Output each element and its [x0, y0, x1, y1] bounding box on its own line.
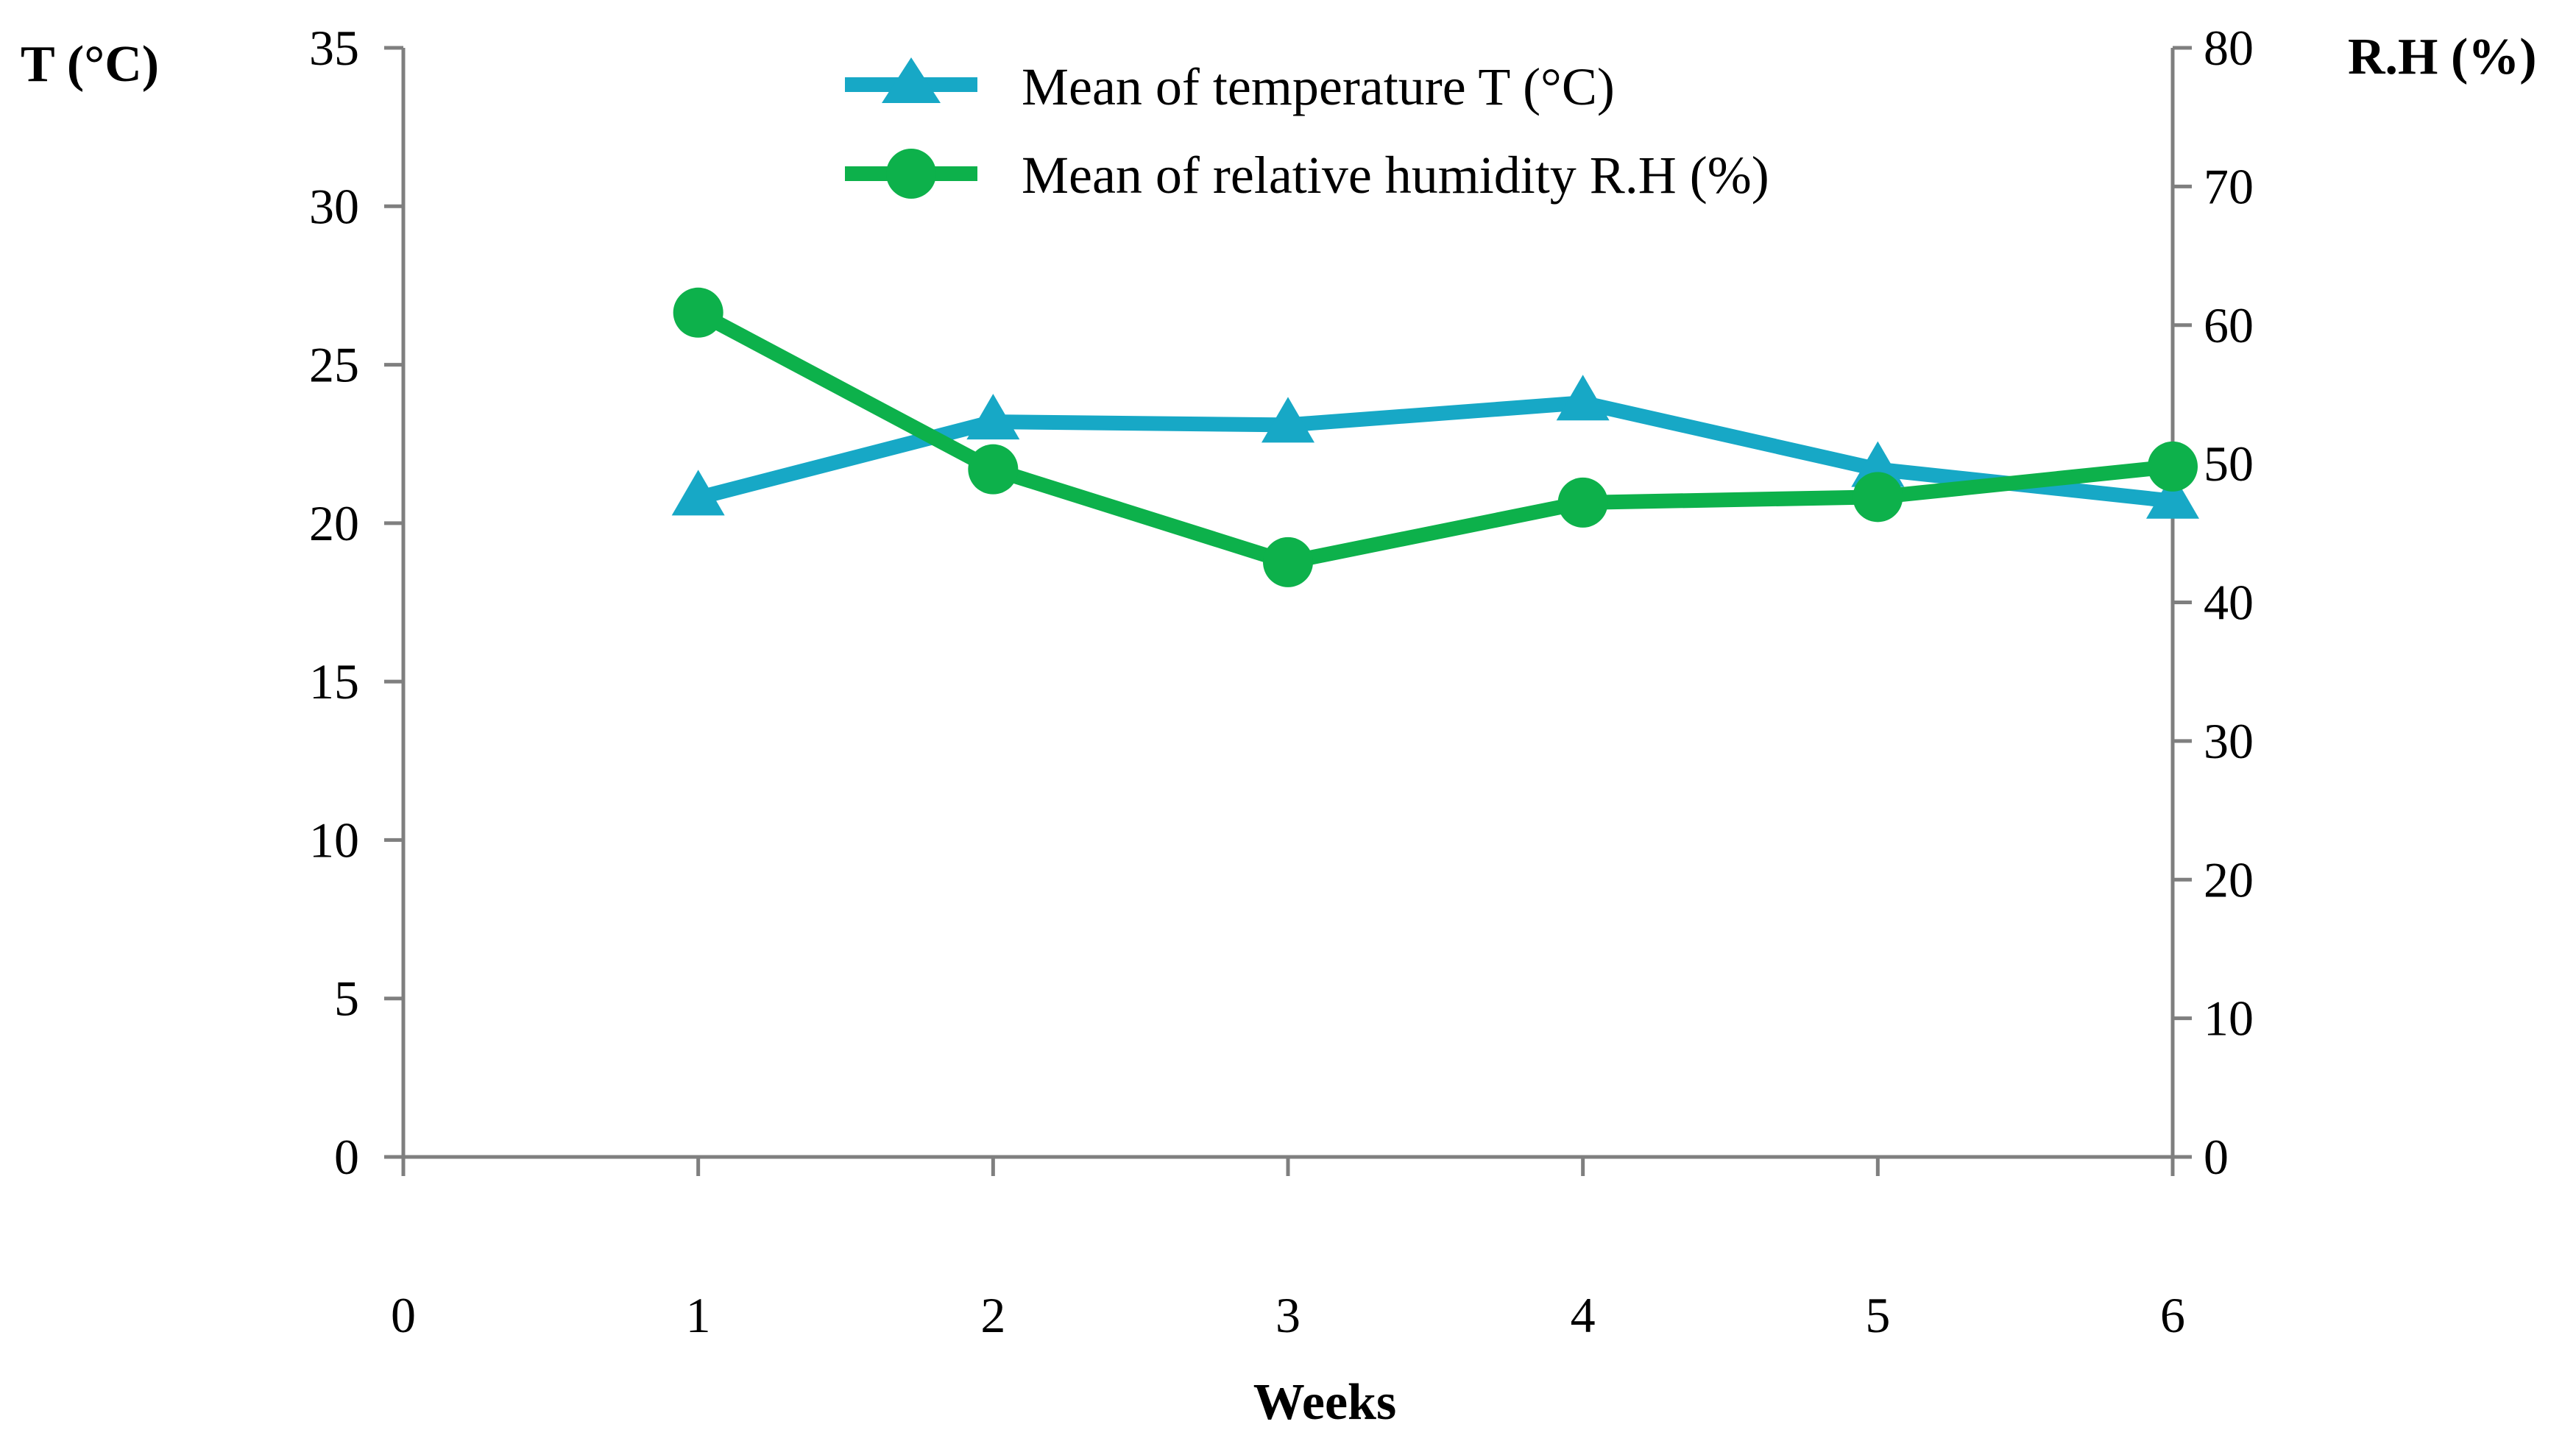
x-tick-label: 0: [391, 1287, 416, 1343]
y-left-tick-label: 30: [309, 178, 359, 234]
data-point-humidity: [2148, 441, 2198, 492]
data-point-temperature: [1556, 375, 1610, 421]
x-tick-label: 4: [1571, 1287, 1596, 1343]
data-point-temperature: [966, 394, 1020, 440]
y-left-tick-label: 35: [309, 20, 359, 76]
y-right-tick-label: 60: [2204, 297, 2254, 353]
data-point-temperature: [2146, 472, 2199, 519]
series-line-humidity: [694, 305, 2174, 570]
x-tick-label: 6: [2160, 1287, 2185, 1343]
data-point-humidity: [673, 287, 723, 338]
y-right-tick-label: 50: [2204, 436, 2254, 492]
x-tick-label: 3: [1275, 1287, 1301, 1343]
y-left-tick-label: 10: [309, 812, 359, 868]
legend-circle-icon: [886, 149, 936, 199]
series-line-temperature: [696, 395, 2174, 509]
y-left-axis-title: T (°C): [21, 36, 159, 93]
data-point-temperature: [671, 470, 725, 516]
y-left-tick-label: 25: [309, 337, 359, 393]
y-left-tick-label: 5: [334, 971, 359, 1027]
x-axis-title: Weeks: [1253, 1374, 1396, 1431]
y-right-tick-label: 80: [2204, 20, 2254, 76]
data-point-humidity: [1263, 537, 1313, 587]
legend-label-temperature: Mean of temperature T (°C): [1022, 57, 1615, 116]
y-left-tick-label: 15: [309, 654, 359, 709]
x-tick-label: 2: [980, 1287, 1005, 1343]
data-point-temperature: [1851, 441, 1905, 487]
y-right-axis-title: R.H (%): [2348, 29, 2537, 85]
y-right-tick-label: 10: [2204, 991, 2254, 1047]
y-right-tick-label: 40: [2204, 575, 2254, 631]
data-point-humidity: [1853, 472, 1903, 523]
legend-item-humidity: Mean of relative humidity R.H (%): [845, 146, 1769, 205]
legend-item-temperature: Mean of temperature T (°C): [845, 57, 1615, 116]
legend-triangle-icon: [882, 57, 941, 103]
data-point-temperature: [1262, 397, 1314, 443]
x-tick-label: 1: [686, 1287, 711, 1343]
x-tick-label: 5: [1865, 1287, 1890, 1343]
y-left-tick-label: 0: [334, 1129, 359, 1185]
y-right-tick-label: 20: [2204, 852, 2254, 907]
legend: Mean of temperature T (°C) Mean of relat…: [845, 57, 1769, 205]
y-left-tick-label: 20: [309, 495, 359, 551]
y-right-tick-label: 70: [2204, 158, 2254, 214]
data-point-humidity: [1557, 477, 1608, 528]
series-layer: [671, 287, 2199, 587]
axes: 0 5 10 15 20 25 30 35 0 10 20 30 40 50 60 70 80 0 1 2 3 4 5 6: [309, 20, 2254, 1343]
data-point-humidity: [968, 444, 1019, 495]
legend-label-humidity: Mean of relative humidity R.H (%): [1022, 146, 1769, 205]
y-right-tick-label: 0: [2204, 1129, 2229, 1185]
y-right-tick-label: 30: [2204, 713, 2254, 769]
